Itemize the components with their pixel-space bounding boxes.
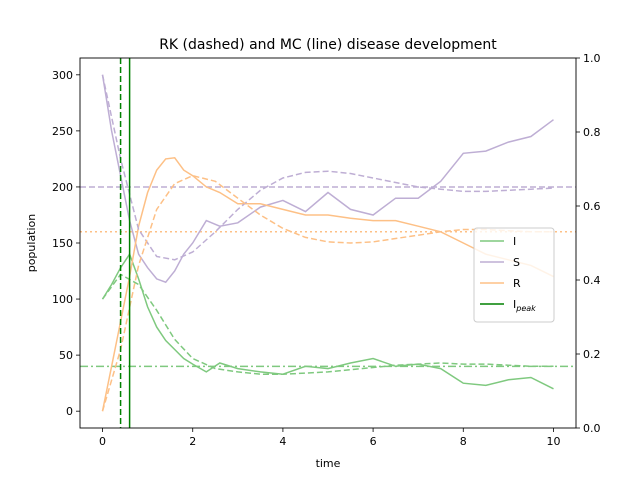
y-tick-label: 250 [52, 125, 73, 138]
legend-label: I [513, 235, 516, 248]
series-s-rk [101, 74, 554, 261]
y2-tick-label: 0.4 [583, 274, 601, 287]
y-tick-label: 300 [52, 69, 73, 82]
y2-axis: 0.0 0.2 0.4 0.6 0.8 1.0 [576, 52, 601, 435]
y-axis: 0 50 100 150 200 250 300 [52, 69, 80, 418]
x-tick-label: 0 [99, 435, 106, 448]
chart-title: RK (dashed) and MC (line) disease develo… [159, 37, 497, 53]
y-axis-label: population [25, 214, 38, 273]
y-tick-label: 150 [52, 237, 73, 250]
y-tick-label: 100 [52, 293, 73, 306]
x-tick-label: 6 [370, 435, 377, 448]
x-tick-label: 10 [546, 435, 560, 448]
y2-tick-label: 0.8 [583, 126, 601, 139]
series-r [101, 157, 554, 412]
series-s [101, 74, 554, 284]
legend-label-subscript: peak [515, 304, 536, 313]
y2-tick-label: 0.2 [583, 348, 601, 361]
series-i [101, 252, 554, 390]
y2-tick-label: 0.0 [583, 422, 601, 435]
x-axis: 0 2 4 6 8 10 [99, 428, 560, 448]
series-i-rk [101, 273, 554, 375]
legend-label: S [513, 256, 520, 269]
x-tick-label: 2 [189, 435, 196, 448]
y2-tick-label: 1.0 [583, 52, 601, 65]
y-tick-label: 0 [66, 405, 73, 418]
x-tick-label: 4 [279, 435, 286, 448]
y-tick-label: 200 [52, 181, 73, 194]
legend-box [473, 227, 555, 323]
legend-label: R [513, 277, 521, 290]
x-axis-label: time [316, 457, 341, 470]
y-tick-label: 50 [59, 349, 73, 362]
x-tick-label: 8 [460, 435, 467, 448]
y2-tick-label: 0.6 [583, 200, 601, 213]
